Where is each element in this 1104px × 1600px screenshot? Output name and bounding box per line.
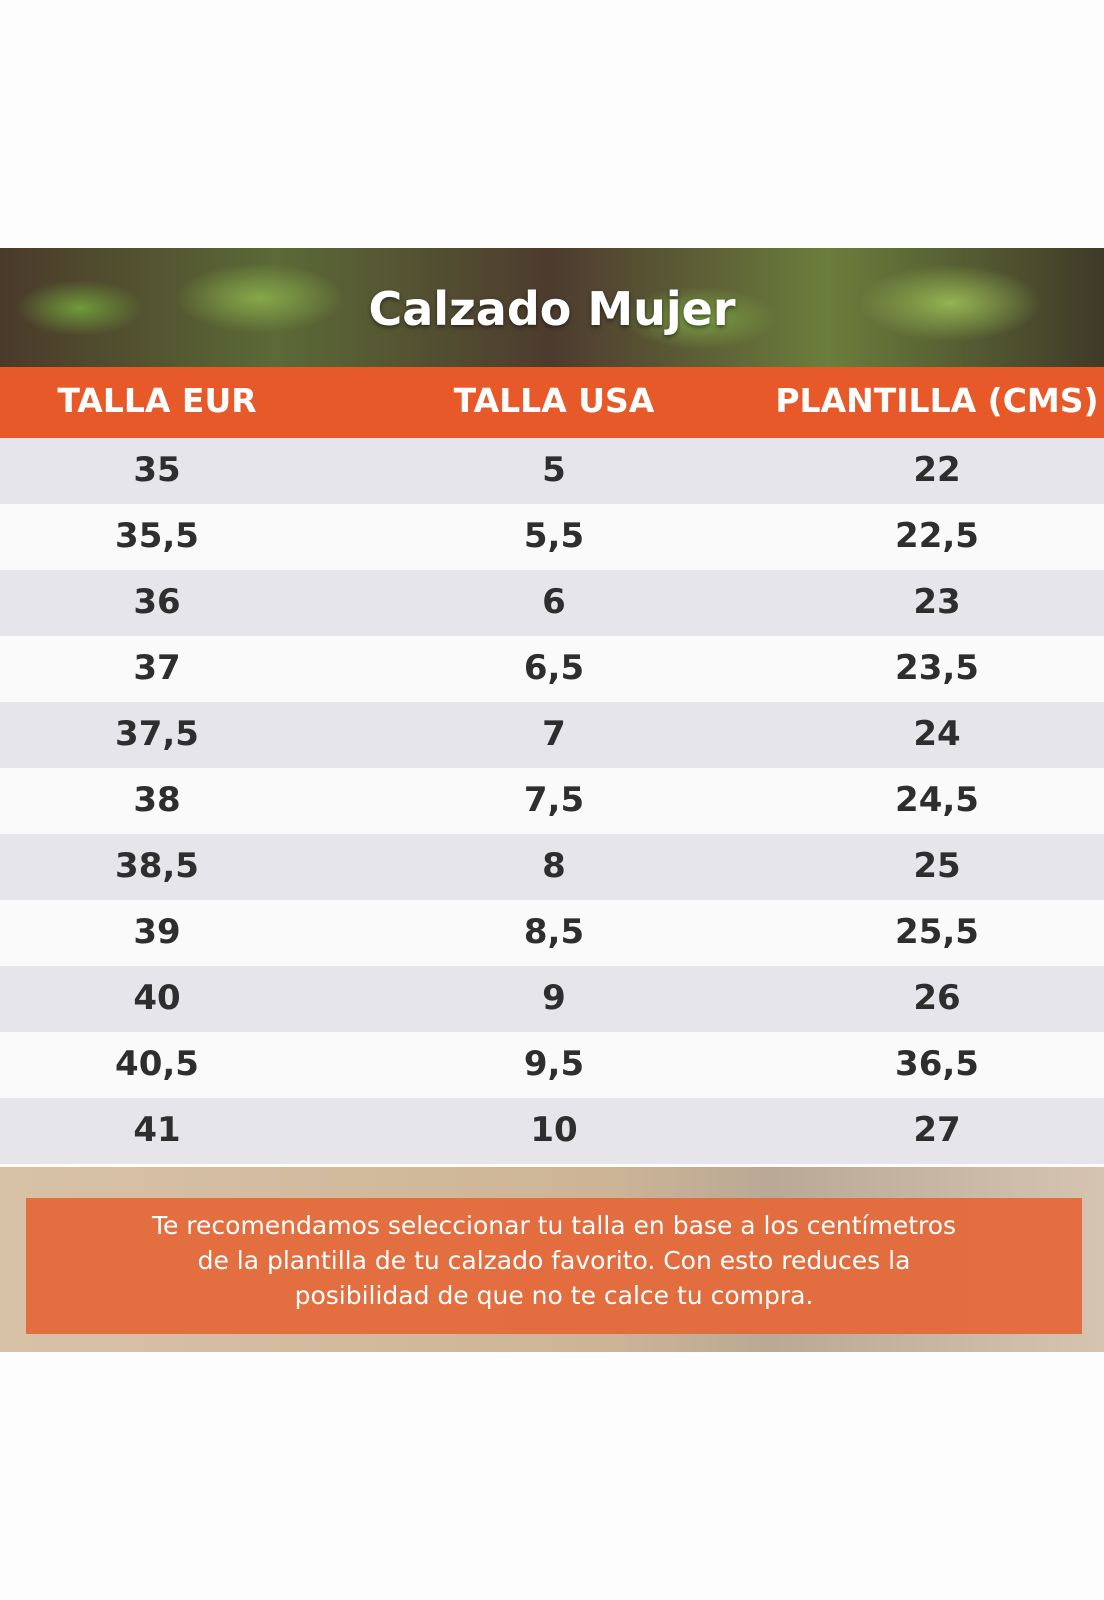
table-cell: 39 [133, 912, 181, 952]
table-row [0, 1032, 1104, 1098]
column-header: TALLA USA [453, 381, 655, 420]
column-header: TALLA EUR [57, 381, 257, 420]
table-row [0, 504, 1104, 570]
table-cell: 40,5 [115, 1044, 199, 1084]
table-header [0, 367, 1104, 438]
table-cell: 6 [542, 582, 566, 622]
table-row [0, 438, 1104, 504]
table-row [0, 636, 1104, 702]
note-text: Te recomendamos seleccionar tu talla en … [151, 1211, 957, 1240]
note-text: de la plantilla de tu calzado favorito. … [197, 1246, 911, 1275]
table-cell: 8,5 [523, 912, 585, 952]
table-cell: 6,5 [523, 648, 585, 688]
table-row [0, 702, 1104, 768]
table-cell: 24,5 [895, 780, 979, 820]
table-row [0, 834, 1104, 900]
table-cell: 24 [913, 714, 961, 754]
table-cell: 35 [133, 450, 181, 490]
title: Calzado Mujer [368, 282, 736, 336]
table-cell: 38 [133, 780, 181, 820]
table-cell: 9,5 [523, 1044, 585, 1084]
table-cell: 36,5 [895, 1044, 979, 1084]
table-cell: 38,5 [115, 846, 199, 886]
note-text: posibilidad de que no te calce tu compra… [294, 1281, 814, 1310]
table-cell: 35,5 [115, 516, 199, 556]
table-cell: 7 [542, 714, 566, 754]
table-cell: 23 [913, 582, 961, 622]
table-cell: 40 [133, 978, 181, 1018]
column-header: PLANTILLA (CMS) [775, 381, 1099, 420]
note-box [26, 1198, 1082, 1334]
table-cell: 37 [133, 648, 181, 688]
table-row [0, 570, 1104, 636]
table-cell: 8 [542, 846, 566, 886]
table-row [0, 768, 1104, 834]
table-row [0, 900, 1104, 966]
table-row [0, 1098, 1104, 1164]
table-cell: 23,5 [895, 648, 979, 688]
table-cell: 36 [133, 582, 181, 622]
table-cell: 10 [530, 1110, 578, 1150]
table-cell: 41 [133, 1110, 181, 1150]
table-cell: 26 [913, 978, 961, 1018]
table-cell: 27 [913, 1110, 961, 1150]
table-cell: 22 [913, 450, 961, 490]
table-cell: 37,5 [115, 714, 199, 754]
table-cell: 5,5 [523, 516, 585, 556]
table-row [0, 966, 1104, 1032]
table-cell: 7,5 [523, 780, 585, 820]
table-cell: 22,5 [895, 516, 979, 556]
banner-image [0, 248, 1104, 367]
table-cell: 5 [542, 450, 566, 490]
table-cell: 9 [542, 978, 566, 1018]
table-cell: 25 [913, 846, 961, 886]
table-cell: 25,5 [895, 912, 979, 952]
